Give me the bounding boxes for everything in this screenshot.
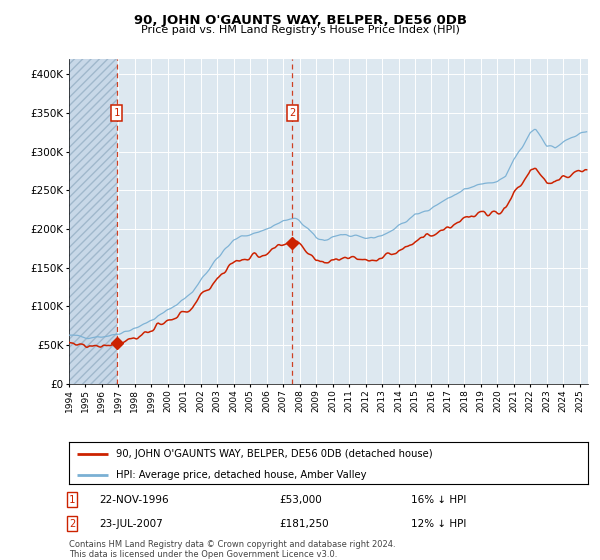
Text: £181,250: £181,250 [279, 519, 329, 529]
Text: 1: 1 [113, 108, 120, 118]
Text: Price paid vs. HM Land Registry's House Price Index (HPI): Price paid vs. HM Land Registry's House … [140, 25, 460, 35]
Text: 1: 1 [69, 494, 75, 505]
Bar [69, 59, 116, 384]
Text: 90, JOHN O'GAUNTS WAY, BELPER, DE56 0DB (detached house): 90, JOHN O'GAUNTS WAY, BELPER, DE56 0DB … [116, 449, 433, 459]
Text: 90, JOHN O'GAUNTS WAY, BELPER, DE56 0DB: 90, JOHN O'GAUNTS WAY, BELPER, DE56 0DB [133, 14, 467, 27]
Text: 16% ↓ HPI: 16% ↓ HPI [411, 494, 466, 505]
Text: 22-NOV-1996: 22-NOV-1996 [99, 494, 169, 505]
Text: Contains HM Land Registry data © Crown copyright and database right 2024.: Contains HM Land Registry data © Crown c… [69, 540, 395, 549]
Text: HPI: Average price, detached house, Amber Valley: HPI: Average price, detached house, Ambe… [116, 470, 366, 480]
Text: £53,000: £53,000 [279, 494, 322, 505]
Text: This data is licensed under the Open Government Licence v3.0.: This data is licensed under the Open Gov… [69, 550, 337, 559]
Text: 12% ↓ HPI: 12% ↓ HPI [411, 519, 466, 529]
Text: 2: 2 [289, 108, 295, 118]
Text: 2: 2 [69, 519, 75, 529]
Text: 23-JUL-2007: 23-JUL-2007 [99, 519, 163, 529]
